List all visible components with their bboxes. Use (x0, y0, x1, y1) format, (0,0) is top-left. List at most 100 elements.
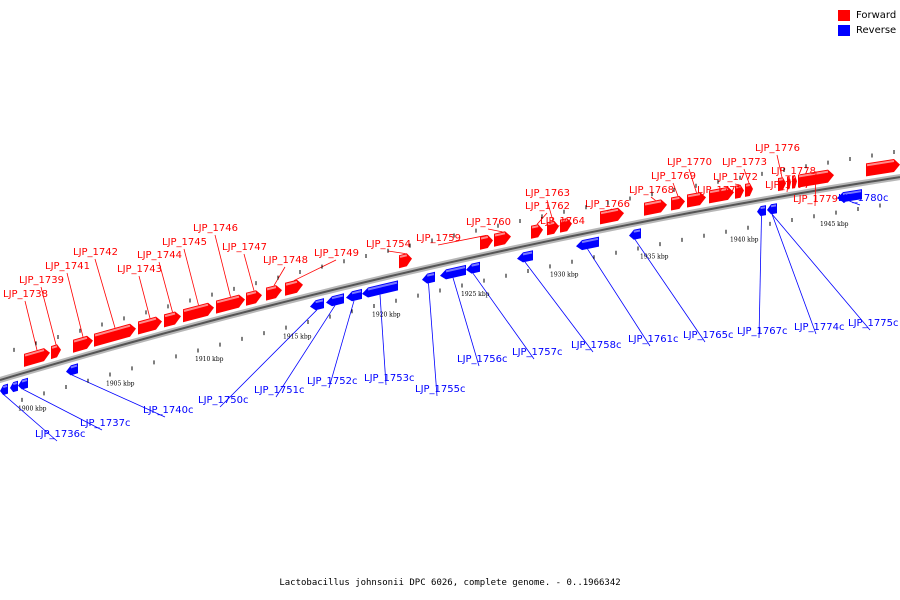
legend-forward: Forward (838, 8, 896, 23)
gene-LJP_1750c-highlight (315, 299, 324, 304)
gene-LJP_1740c-highlight (70, 364, 78, 369)
gene-LJP_1757c-highlight (471, 263, 480, 267)
gene-LJP_1751c-highlight (331, 294, 344, 300)
gene-LJP_1765c-label: LJP_1765c (683, 330, 734, 341)
gene-LJP_1753c-leader (379, 294, 387, 386)
gene-LJP_1737c-leader (22, 388, 103, 431)
gene-LJP_1749-leader (293, 259, 337, 281)
gene-LJP_1769-highlight (671, 196, 680, 201)
gene-LJP_1749-highlight (285, 280, 298, 286)
scale-label-1920-kbp: 1920 kbp (372, 312, 401, 319)
gene-LJP_1754-label: LJP_1754 (366, 239, 411, 250)
gene-LJP_1765c-highlight (633, 229, 641, 233)
gene-LJP_1746 (216, 294, 245, 314)
gene-LJP_1767c-highlight (760, 206, 766, 210)
gene-LJP_1742-leader (94, 258, 116, 329)
gene-LJP_1768-leader (650, 196, 656, 201)
genome-caption: Lactobacillus johnsonii DPC 6026, comple… (279, 578, 621, 588)
reverse-swatch (838, 25, 850, 36)
gene-LJP_1741-leader (66, 272, 84, 337)
gene-LJP_1764-highlight (560, 219, 568, 223)
gene-LJP_1745-highlight (183, 303, 209, 312)
gene-LJP_1761c-leader (587, 248, 651, 347)
gene-LJP_1742 (94, 323, 136, 347)
gene-LJP_1776-label: LJP_1776 (755, 143, 800, 154)
gene-LJP_1736c-a-highlight (2, 384, 8, 389)
gene-LJP_1748-leader (273, 266, 286, 286)
gene-LJP_1763-leader (546, 199, 554, 222)
gene-LJP_1758c-label: LJP_1758c (571, 340, 622, 351)
gene-LJP_1780c-highlight (842, 190, 862, 196)
gene-LJP_1769-label: LJP_1769 (651, 171, 696, 182)
gene-LJP_1770-label: LJP_1770 (667, 157, 712, 168)
gene-LJP_1770-highlight (687, 193, 701, 198)
gene-LJP_1766-leader (606, 208, 613, 212)
gene-LJP_1766-highlight (600, 208, 619, 215)
gene-LJP_1745-leader (183, 248, 199, 306)
legend-reverse: Reverse (838, 23, 896, 38)
gene-LJP_1761c-label: LJP_1761c (628, 334, 679, 345)
scale-label-1935-kbp: 1935 kbp (640, 254, 669, 261)
gene-LJP_1757c-leader (472, 273, 535, 360)
gene-LJP_1744-leader (158, 261, 173, 313)
gene-LJP_1768-label: LJP_1768 (629, 185, 674, 196)
gene-LJP_1750c-label: LJP_1750c (198, 395, 249, 406)
gene-LJP_1751c-leader (275, 305, 336, 398)
gene-LJP_1744-highlight (164, 312, 176, 318)
legend-reverse-label: Reverse (856, 25, 897, 36)
gene-LJP_1776-leader (776, 154, 783, 178)
scale-label-1900-kbp: 1900 kbp (18, 406, 47, 413)
gene-LJP_1752c-label: LJP_1752c (307, 376, 358, 387)
gene-LJP_1738 (24, 348, 50, 367)
gene-LJP_1771-leader (718, 187, 722, 198)
gene-LJP_1770-leader (688, 168, 697, 193)
gene-LJP_1774c-highlight (770, 204, 777, 208)
gene-LJP_1778-leader (792, 175, 795, 179)
gene-forward-edge-highlight (866, 160, 895, 167)
gene-LJP_1750c-leader (219, 309, 318, 408)
gene-LJP_1738-label: LJP_1738 (3, 289, 48, 300)
gene-LJP_1754-highlight (399, 254, 408, 258)
gene-LJP_1746-leader (214, 234, 231, 297)
gene-LJP_1756c-label: LJP_1756c (457, 354, 508, 365)
gene-LJP_1743-label: LJP_1743 (117, 264, 162, 275)
gene-LJP_1744-label: LJP_1744 (137, 250, 182, 261)
gene-LJP_1747-label: LJP_1747 (222, 242, 267, 253)
gene-LJP_1779-highlight (798, 170, 829, 178)
gene-LJP_1760-highlight (494, 232, 506, 237)
gene-LJP_1746-highlight (216, 295, 240, 304)
gene-LJP_1767c-leader (758, 215, 762, 339)
gene-LJP_1774c-leader (771, 213, 817, 335)
scale-label-1940-kbp: 1940 kbp (730, 237, 759, 244)
gene-LJP_1760-label: LJP_1760 (466, 217, 511, 228)
gene-LJP_1772-label: LJP_1772 (713, 172, 758, 183)
gene-LJP_1771-highlight (709, 187, 729, 194)
gene-LJP_1742-highlight (94, 324, 131, 337)
gene-LJP_1762-highlight (531, 225, 539, 229)
scale-label-1925-kbp: 1925 kbp (461, 291, 490, 298)
gene-LJP_1742-label: LJP_1742 (73, 247, 118, 258)
gene-LJP_1737c-label: LJP_1737c (80, 418, 131, 429)
gene-LJP_1743-leader (138, 275, 151, 319)
gene-LJP_1748-label: LJP_1748 (263, 255, 308, 266)
gene-LJP_1756c-highlight (445, 266, 466, 273)
forward-swatch (838, 10, 850, 21)
gene-LJP_1769-leader (672, 182, 679, 197)
gene-LJP_1764-label: LJP_1764 (540, 216, 585, 227)
scale-label-1930-kbp: 1930 kbp (550, 272, 579, 279)
gene-LJP_1752c-highlight (351, 290, 362, 295)
gene-forward-edge (866, 159, 900, 177)
gene-LJP_1753c-highlight (367, 281, 398, 291)
gene-LJP_1773-leader (743, 168, 750, 184)
gene-LJP_1762-leader (536, 212, 548, 225)
scale-label-1945-kbp: 1945 kbp (820, 221, 849, 228)
gene-LJP_1737c-highlight (21, 379, 28, 383)
gene-LJP_1753c-label: LJP_1753c (364, 373, 415, 384)
gene-LJP_1773-label: LJP_1773 (722, 157, 767, 168)
gene-LJP_1747-leader (243, 253, 255, 291)
gene-LJP_1751c-label: LJP_1751c (254, 385, 305, 396)
gene-LJP_1780c-label: LJP_1780c (838, 193, 889, 204)
gene-LJP_1736c-highlight (12, 382, 18, 386)
gene-LJP_1774c-label: LJP_1774c (794, 322, 845, 333)
gene-LJP_1741-highlight (73, 336, 88, 343)
